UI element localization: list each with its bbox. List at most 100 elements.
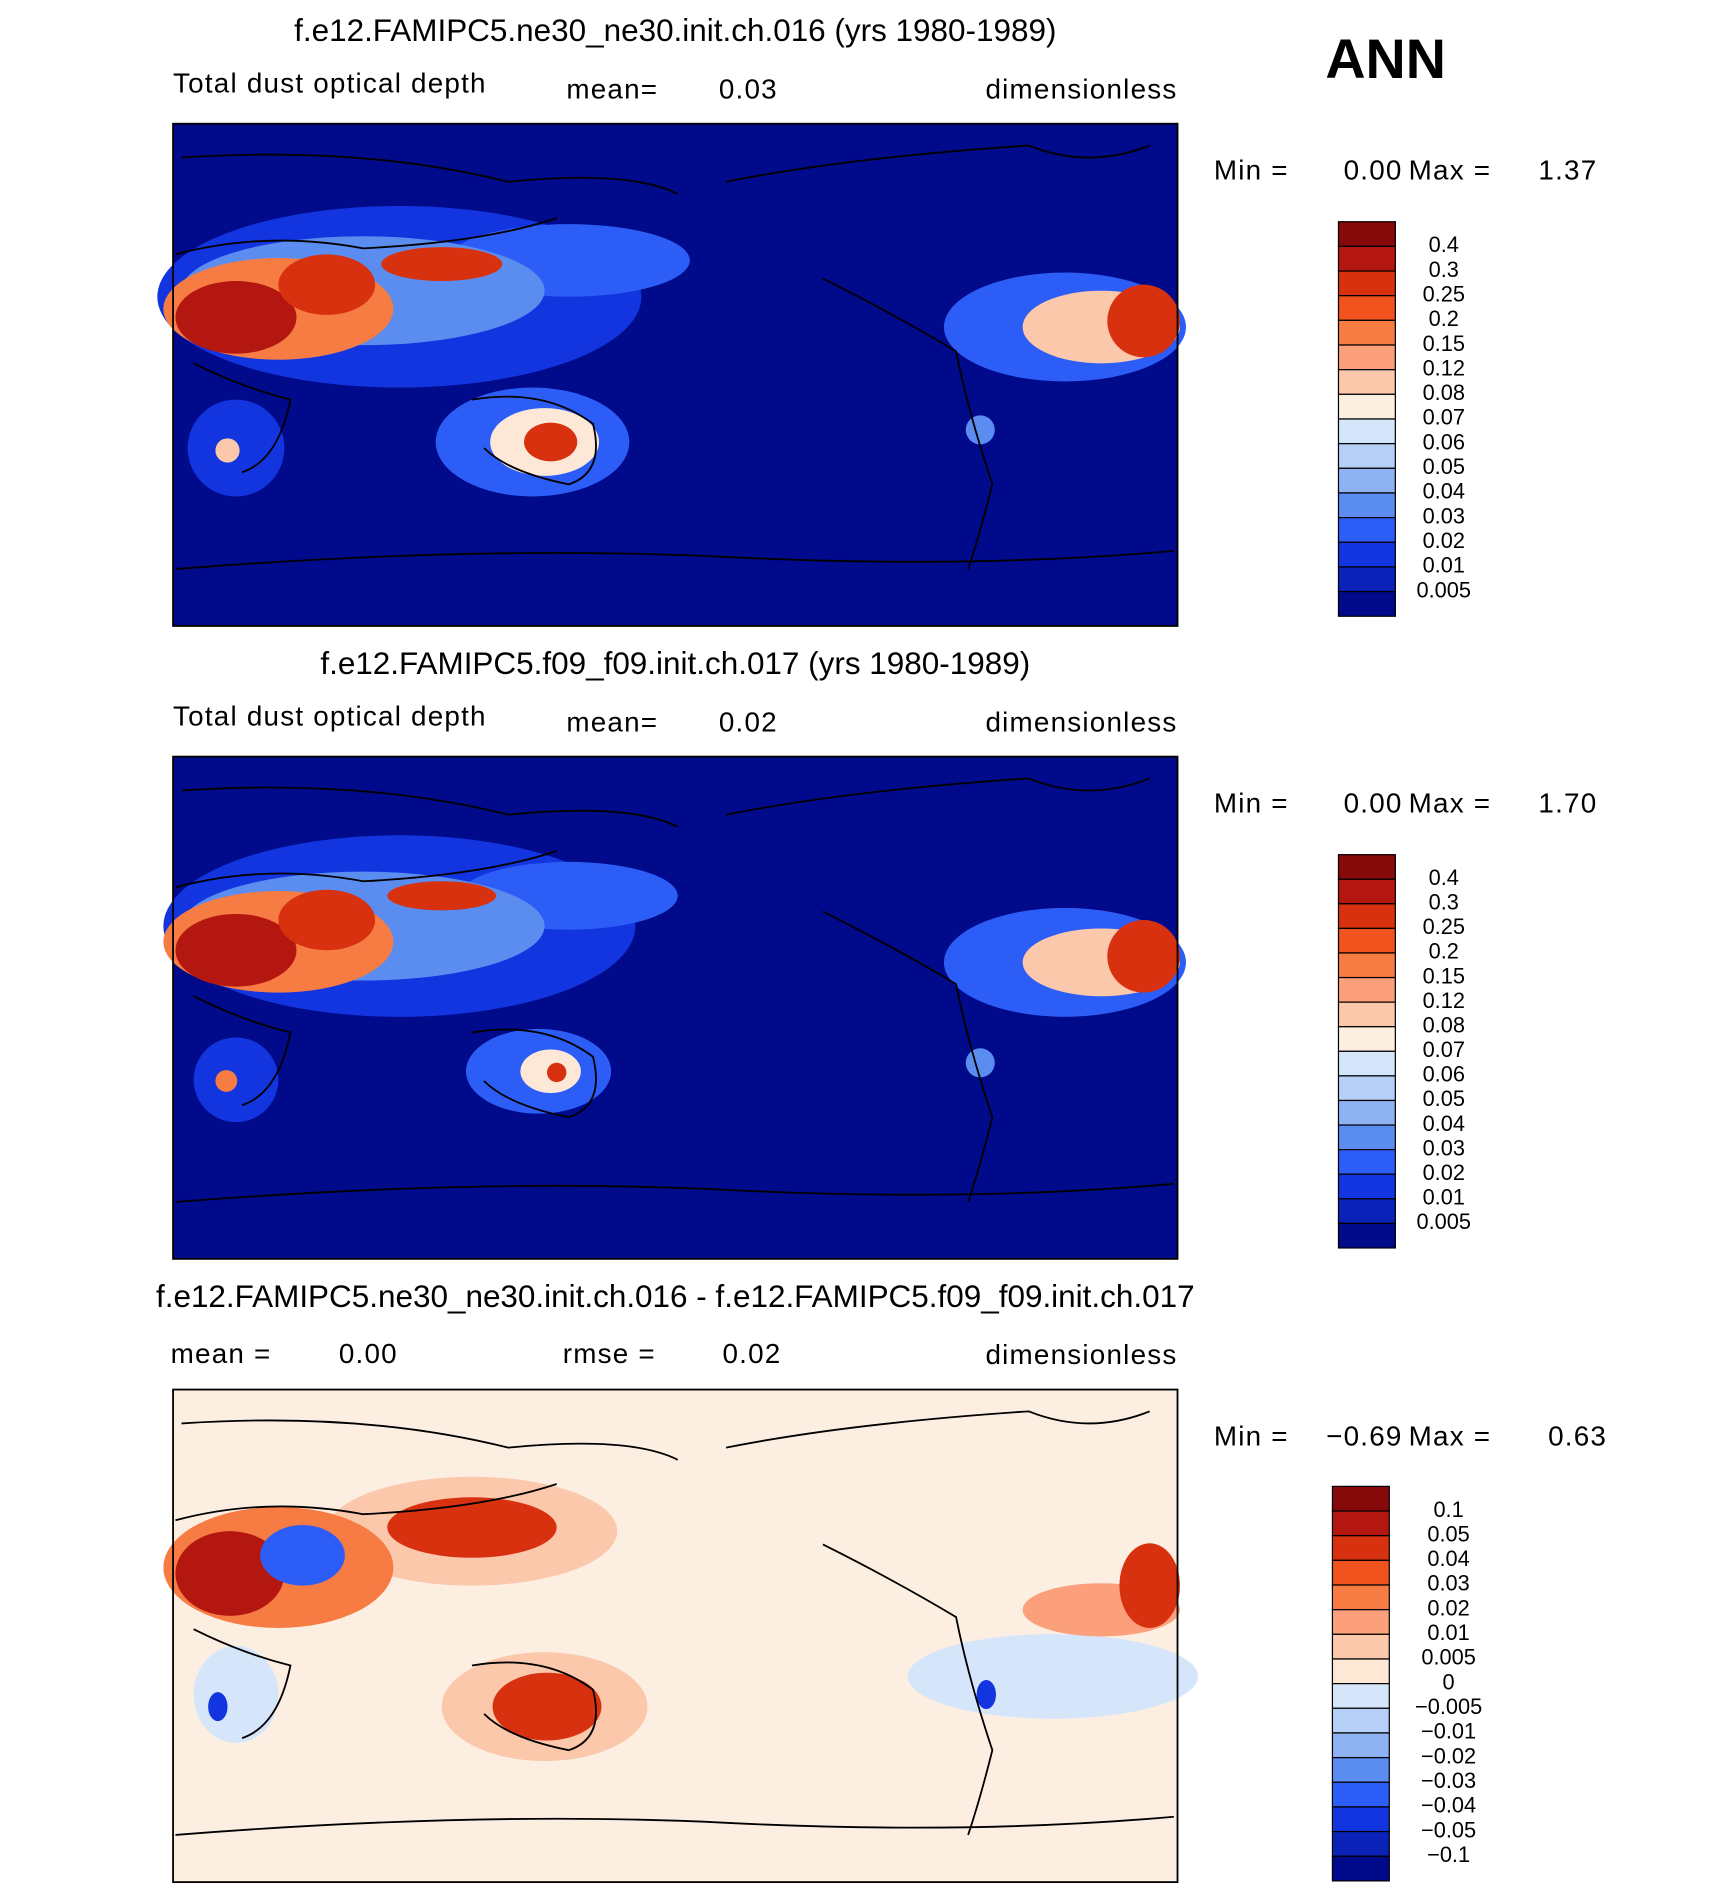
panel-title: f.e12.FAMIPC5.ne30_ne30.init.ch.016 (yrs…: [294, 13, 1056, 48]
colorbar-box: [1337, 245, 1396, 272]
colorbar-box: [1337, 1198, 1396, 1224]
colorbar-box: [1331, 1535, 1390, 1561]
colorbar-label: 0.03: [1427, 1571, 1469, 1596]
colorbar-label: 0.08: [1423, 1012, 1465, 1037]
colorbar-box: [1337, 854, 1396, 880]
colorbar-label: 0: [1443, 1669, 1455, 1694]
map-1: [157, 122, 1186, 627]
mean-value: 0.02: [719, 706, 778, 737]
field-name: Total dust optical depth: [173, 700, 487, 731]
colorbar-box: [1337, 1001, 1396, 1028]
colorbar-label: 0.4: [1429, 865, 1459, 890]
colorbar-label: 0.01: [1427, 1620, 1469, 1645]
min-label: Min =: [1214, 1420, 1289, 1451]
colorbar-label: 0.04: [1427, 1546, 1469, 1571]
colorbar-label: 0.03: [1423, 1135, 1465, 1160]
colorbar-label: 0.12: [1423, 988, 1465, 1013]
map-2: [163, 755, 1186, 1260]
min-value: −0.69: [1326, 1420, 1402, 1451]
colorbar-label: 0.01: [1423, 553, 1465, 578]
colorbar-label: 0.04: [1423, 1111, 1465, 1136]
colorbar-box: [1331, 1732, 1390, 1759]
season-label: ANN: [1325, 28, 1446, 90]
colorbar-label: 0.07: [1423, 405, 1465, 430]
max-label: Max =: [1409, 154, 1492, 185]
colorbar-box: [1337, 221, 1396, 247]
colorbar-box: [1337, 344, 1396, 371]
colorbar-label: 0.06: [1423, 1062, 1465, 1087]
colorbar-box: [1337, 1149, 1396, 1175]
colorbar-box: [1331, 1510, 1390, 1537]
units: dimensionless: [985, 706, 1177, 737]
colorbar-label: 0.005: [1421, 1645, 1475, 1670]
colorbar-label: −0.005: [1415, 1694, 1482, 1719]
colorbar-label: 0.3: [1429, 257, 1459, 282]
colorbar-label: 0.03: [1423, 503, 1465, 528]
colorbar-label: 0.1: [1433, 1497, 1463, 1522]
colorbar-box: [1337, 295, 1396, 321]
colorbar-box: [1337, 1050, 1396, 1077]
units: dimensionless: [985, 1339, 1177, 1370]
colorbar-box: [1337, 1222, 1396, 1249]
colorbar-label: −0.1: [1427, 1842, 1470, 1867]
colorbar-box: [1331, 1855, 1390, 1882]
field-name: Total dust optical depth: [173, 67, 487, 98]
min-label: Min =: [1214, 154, 1289, 185]
max-value: 1.70: [1538, 787, 1597, 818]
colorbar-box: [1331, 1584, 1390, 1611]
mean-label: mean=: [566, 73, 658, 104]
colorbar-box: [1337, 590, 1396, 617]
colorbar-box: [1337, 1173, 1396, 1200]
max-label: Max =: [1409, 787, 1492, 818]
colorbar-label: 0.2: [1429, 306, 1459, 331]
colorbar-box: [1331, 1633, 1390, 1660]
mean-label: mean =: [171, 1338, 272, 1369]
min-value: 0.00: [1344, 787, 1403, 818]
colorbar-box: [1337, 393, 1396, 420]
colorbar-box: [1337, 418, 1396, 445]
colorbar-box: [1331, 1781, 1390, 1808]
colorbar-label: 0.4: [1429, 232, 1459, 257]
colorbar-label: −0.01: [1421, 1719, 1476, 1744]
min-value: 0.00: [1344, 154, 1403, 185]
colorbar-label: 0.2: [1429, 939, 1459, 964]
mean-label: mean=: [566, 706, 658, 737]
colorbar-box: [1331, 1707, 1390, 1734]
colorbar-box: [1337, 541, 1396, 568]
colorbar-label: −0.02: [1421, 1743, 1476, 1768]
colorbar-label: 0.12: [1423, 355, 1465, 380]
colorbar-label: −0.04: [1421, 1793, 1476, 1818]
colorbar-box: [1337, 903, 1396, 930]
colorbar-box: [1337, 492, 1396, 519]
colorbar-box: [1331, 1485, 1390, 1512]
colorbar-label: 0.08: [1423, 380, 1465, 405]
colorbar-box: [1337, 270, 1396, 297]
rmse-label: rmse =: [563, 1338, 656, 1369]
colorbar-label: 0.07: [1423, 1037, 1465, 1062]
colorbar-label: 0.25: [1423, 281, 1465, 306]
colorbar-box: [1331, 1757, 1390, 1783]
colorbar-label: 0.05: [1427, 1521, 1469, 1546]
colorbar-box: [1337, 1026, 1396, 1052]
colorbar-label: 0.25: [1423, 914, 1465, 939]
max-value: 1.37: [1538, 154, 1597, 185]
units: dimensionless: [985, 73, 1177, 104]
colorbar-box: [1331, 1806, 1390, 1833]
colorbar-box: [1337, 878, 1396, 905]
colorbar-box: [1337, 1075, 1396, 1102]
colorbar-box: [1337, 369, 1396, 395]
colorbar-box: [1337, 319, 1396, 346]
panel-title: f.e12.FAMIPC5.f09_f09.init.ch.017 (yrs 1…: [320, 646, 1030, 681]
mean-value: 0.03: [719, 73, 778, 104]
colorbar-label: −0.03: [1421, 1768, 1476, 1793]
colorbar-box: [1331, 1683, 1390, 1709]
max-value: 0.63: [1548, 1420, 1607, 1451]
colorbar-box: [1331, 1559, 1390, 1586]
colorbar-label: 0.01: [1423, 1185, 1465, 1210]
colorbar-box: [1331, 1609, 1390, 1635]
colorbar-label: 0.05: [1423, 454, 1465, 479]
colorbar-label: 0.005: [1417, 1209, 1471, 1234]
colorbar-label: 0.02: [1423, 528, 1465, 553]
